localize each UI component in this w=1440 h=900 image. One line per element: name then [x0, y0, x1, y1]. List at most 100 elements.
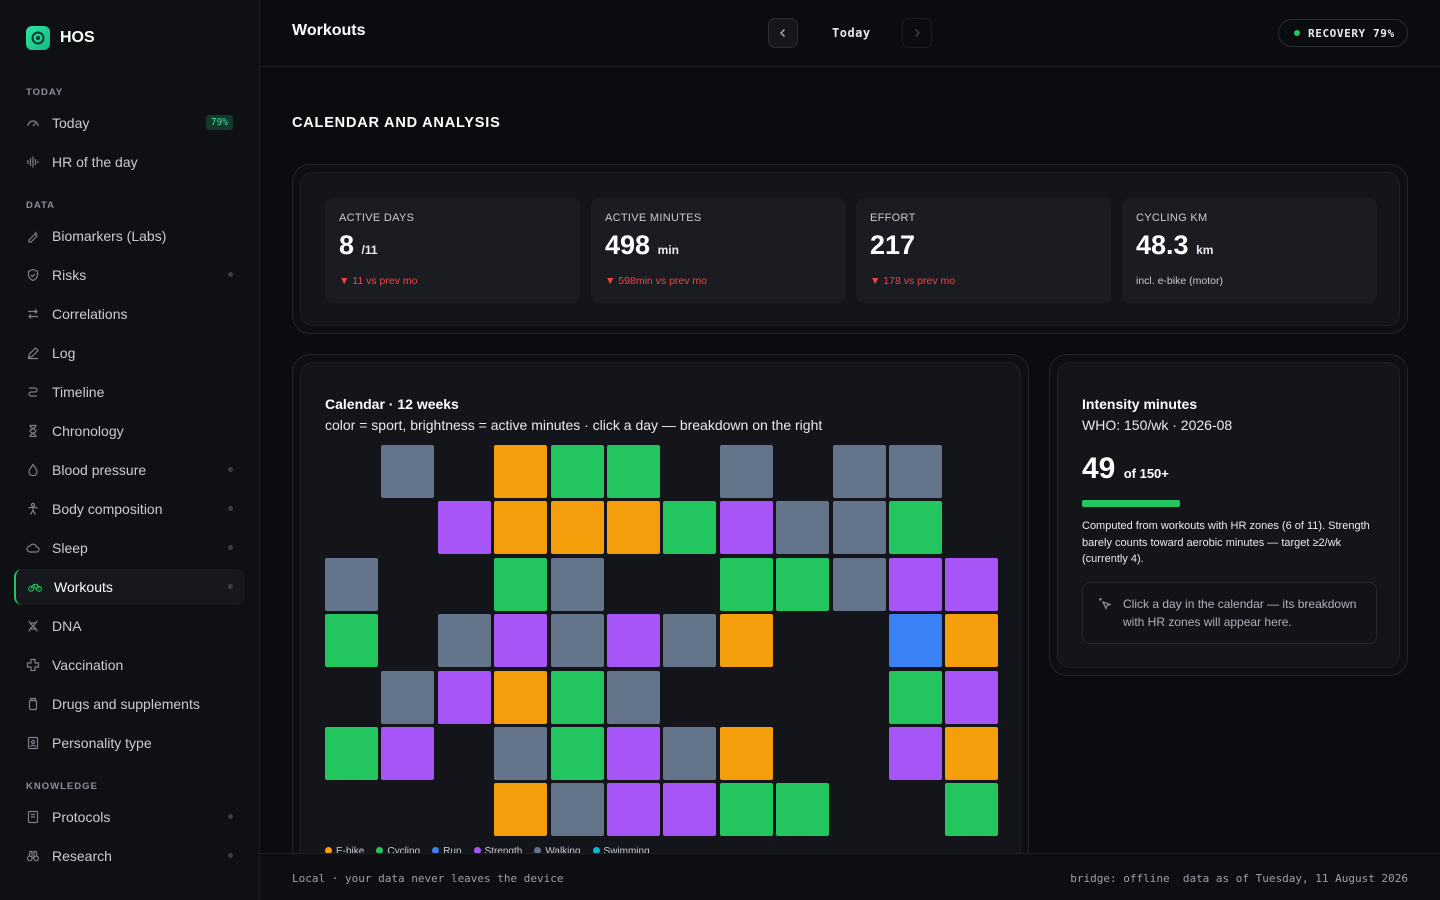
calendar-day-cell[interactable] — [776, 501, 830, 555]
calendar-day-cell[interactable] — [889, 445, 942, 498]
calendar-day-cell[interactable] — [776, 783, 830, 837]
legend-item: Cycling — [376, 846, 420, 857]
sidebar-item-vaccination[interactable]: Vaccination — [14, 647, 245, 683]
status-dot — [228, 584, 233, 589]
pill-bottle-icon — [26, 697, 40, 711]
calendar-day-cell[interactable] — [719, 501, 773, 555]
droplet-icon — [26, 463, 40, 477]
calendar-day-cell[interactable] — [550, 445, 604, 498]
calendar-day-cell[interactable] — [945, 670, 999, 724]
calendar-day-cell[interactable] — [550, 557, 604, 611]
calendar-day-cell[interactable] — [550, 501, 604, 555]
gauge-icon — [26, 116, 40, 130]
calendar-day-cell[interactable] — [607, 501, 660, 555]
calendar-day-cell[interactable] — [494, 557, 548, 611]
calendar-day-cell[interactable] — [494, 445, 548, 498]
legend-swatch — [592, 847, 600, 854]
calendar-day-cell[interactable] — [663, 727, 717, 780]
calendar-day-cell[interactable] — [719, 783, 773, 837]
sidebar-item-dna[interactable]: DNA — [14, 608, 245, 644]
calendar-day-cell[interactable] — [663, 614, 717, 668]
calendar-day-cell[interactable] — [494, 670, 548, 724]
legend-swatch — [325, 847, 332, 854]
stat-number: 8 — [339, 230, 355, 260]
sidebar-item-log[interactable]: Log — [14, 335, 245, 371]
sidebar-item-research[interactable]: Research — [14, 838, 245, 874]
nav-section-today: TODAY — [26, 87, 64, 98]
stat-number: 217 — [870, 230, 916, 260]
calendar-day-cell[interactable] — [325, 614, 378, 668]
calendar-day-cell[interactable] — [607, 445, 660, 498]
brand[interactable]: HOS — [26, 26, 95, 50]
calendar-day-cell[interactable] — [437, 501, 491, 555]
sidebar-item-correlations[interactable]: Correlations — [14, 296, 245, 332]
calendar-day-cell[interactable] — [494, 501, 548, 555]
calendar-day-cell[interactable] — [889, 670, 942, 724]
calendar-day-cell[interactable] — [607, 783, 660, 837]
calendar-day-cell[interactable] — [494, 727, 548, 780]
calendar-day-cell[interactable] — [889, 557, 942, 611]
prev-day-button[interactable] — [768, 18, 798, 48]
sidebar-item-chronology[interactable]: Chronology — [14, 413, 245, 449]
calendar-day-cell[interactable] — [832, 445, 886, 498]
sidebar-item-today[interactable]: Today 79% — [14, 105, 245, 141]
sidebar-item-blood-pressure[interactable]: Blood pressure — [14, 452, 245, 488]
calendar-day-cell[interactable] — [550, 614, 604, 668]
calendar-day-cell[interactable] — [607, 614, 660, 668]
sidebar-item-label: Timeline — [52, 384, 105, 400]
calendar-day-cell[interactable] — [889, 727, 942, 780]
legend-item: E-bike — [325, 846, 364, 857]
footer: Local · your data never leaves the devic… — [260, 853, 1440, 900]
calendar-card: Calendar · 12 weeks color = sport, brigh… — [292, 354, 1029, 874]
sidebar-item-label: Research — [52, 848, 112, 864]
calendar-day-cell[interactable] — [832, 557, 886, 611]
calendar-day-cell[interactable] — [832, 501, 886, 555]
sidebar-item-biomarkers[interactable]: Biomarkers (Labs) — [14, 218, 245, 254]
calendar-day-cell[interactable] — [719, 557, 773, 611]
calendar-day-cell[interactable] — [550, 783, 604, 837]
stat-label: CYCLING KM — [1136, 212, 1208, 224]
calendar-day-cell[interactable] — [550, 727, 604, 780]
calendar-day-cell[interactable] — [719, 727, 773, 780]
calendar-day-cell[interactable] — [325, 557, 378, 611]
calendar-day-cell[interactable] — [437, 670, 491, 724]
calendar-day-cell[interactable] — [889, 501, 942, 555]
calendar-day-cell[interactable] — [607, 727, 660, 780]
calendar-day-cell[interactable] — [325, 727, 378, 780]
sidebar-item-body-composition[interactable]: Body composition — [14, 491, 245, 527]
calendar-day-cell[interactable] — [945, 783, 999, 837]
calendar-day-cell[interactable] — [381, 670, 435, 724]
sidebar-item-protocols[interactable]: Protocols — [14, 799, 245, 835]
recovery-pill[interactable]: RECOVERY 79% — [1278, 19, 1408, 47]
sidebar-item-hr-of-the-day[interactable]: HR of the day — [14, 144, 245, 180]
sidebar-item-risks[interactable]: Risks — [14, 257, 245, 293]
calendar-day-cell[interactable] — [494, 783, 548, 837]
calendar-day-cell[interactable] — [945, 727, 999, 780]
sidebar-item-drugs-and-supplements[interactable]: Drugs and supplements — [14, 686, 245, 722]
calendar-day-cell[interactable] — [381, 727, 435, 780]
calendar-day-cell[interactable] — [550, 670, 604, 724]
next-day-button[interactable] — [902, 18, 932, 48]
legend-swatch — [432, 847, 440, 854]
stat-delta: ▼ 598min vs prev mo — [605, 275, 708, 287]
calendar-day-cell[interactable] — [494, 614, 548, 668]
calendar-day-cell[interactable] — [719, 614, 773, 668]
sidebar-item-sleep[interactable]: Sleep — [14, 530, 245, 566]
stat-active-minutes: ACTIVE MINUTES 498 min ▼ 598min vs prev … — [591, 198, 846, 303]
sidebar-item-personality-type[interactable]: Personality type — [14, 725, 245, 761]
sidebar-item-workouts[interactable]: Workouts — [14, 569, 245, 605]
recovery-label: RECOVERY 79% — [1308, 26, 1395, 40]
legend-item: Swimming — [592, 846, 650, 857]
calendar-day-cell[interactable] — [945, 557, 999, 611]
calendar-day-cell[interactable] — [437, 614, 491, 668]
calendar-day-cell[interactable] — [607, 670, 660, 724]
calendar-day-cell[interactable] — [889, 614, 942, 668]
calendar-day-cell[interactable] — [776, 557, 830, 611]
calendar-day-cell[interactable] — [381, 445, 435, 498]
calendar-day-cell[interactable] — [719, 445, 773, 498]
stat-value: 498 min — [605, 230, 832, 261]
calendar-day-cell[interactable] — [945, 614, 999, 668]
calendar-day-cell[interactable] — [663, 501, 717, 555]
sidebar-item-timeline[interactable]: Timeline — [14, 374, 245, 410]
calendar-day-cell[interactable] — [663, 783, 717, 837]
